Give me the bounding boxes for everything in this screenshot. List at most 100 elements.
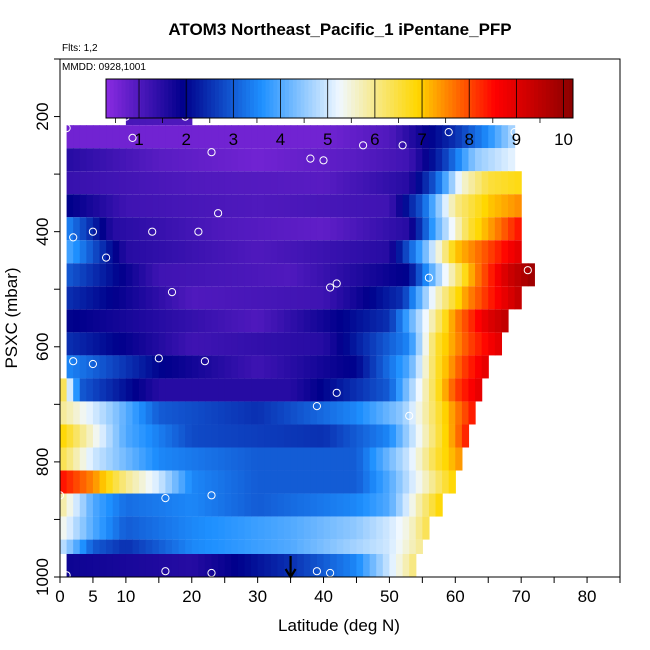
heatmap-cell: [251, 553, 259, 577]
heatmap-cell: [92, 493, 101, 517]
heatmap-cell: [501, 125, 509, 149]
heatmap-cell: [165, 286, 173, 310]
heatmap-cell: [211, 516, 219, 540]
heatmap-cell: [343, 148, 351, 172]
heatmap-cell: [389, 424, 397, 448]
heatmap-cell: [343, 447, 351, 471]
heatmap-cell: [277, 516, 285, 540]
heatmap-cell: [92, 332, 101, 356]
heatmap-cell: [363, 493, 371, 517]
heatmap-cell: [244, 378, 252, 402]
heatmap-cell: [481, 125, 489, 149]
heatmap-cell: [73, 493, 81, 517]
heatmap-cell: [60, 470, 68, 494]
heatmap-cell: [409, 332, 417, 356]
heatmap-cell: [178, 286, 186, 310]
heatmap-row: [66, 553, 417, 577]
heatmap-cell: [343, 539, 351, 554]
colorbar-segment: [207, 79, 212, 118]
heatmap-cell: [231, 447, 239, 471]
heatmap-cell: [323, 309, 331, 333]
heatmap-cell: [284, 493, 292, 517]
heatmap-cell: [237, 217, 246, 241]
heatmap-cell: [73, 516, 81, 540]
heatmap-cell: [514, 240, 522, 264]
heatmap-cell: [382, 148, 391, 172]
heatmap-cell: [224, 240, 232, 264]
heatmap-cell: [303, 539, 311, 554]
heatmap-cell: [178, 539, 186, 554]
heatmap-cell: [422, 493, 430, 517]
heatmap-cell: [178, 240, 186, 264]
heatmap-cell: [244, 553, 252, 577]
heatmap-cell: [323, 516, 331, 540]
heatmap-cell: [106, 194, 114, 218]
heatmap-cell: [172, 309, 180, 333]
y-axis-label: PSXC (mbar): [2, 267, 21, 368]
colorbar-segment: [386, 79, 391, 118]
heatmap-cell: [316, 240, 325, 264]
heatmap-cell: [185, 553, 193, 577]
heatmap-cell: [448, 217, 456, 241]
heatmap-cell: [185, 355, 193, 379]
heatmap-cell: [494, 286, 503, 310]
heatmap-cell: [316, 401, 325, 425]
heatmap-cell: [158, 125, 167, 149]
heatmap-cell: [224, 148, 232, 172]
heatmap-cell: [455, 240, 463, 264]
heatmap-cell: [178, 355, 186, 379]
heatmap-cell: [415, 401, 423, 425]
heatmap-cell: [125, 401, 134, 425]
heatmap-cell: [244, 447, 252, 471]
sample-point: [167, 288, 177, 297]
heatmap-cell: [218, 217, 226, 241]
heatmap-cell: [112, 240, 120, 264]
heatmap-cell: [356, 171, 364, 195]
heatmap-cell: [356, 539, 364, 554]
heatmap-cell: [396, 217, 404, 241]
colorbar-segment: [141, 79, 146, 118]
heatmap-cell: [152, 355, 160, 379]
heatmap-cell: [73, 401, 81, 425]
heatmap-cell: [290, 217, 298, 241]
heatmap-cell: [86, 401, 94, 425]
heatmap-cell: [112, 286, 120, 310]
heatmap-cell: [481, 171, 489, 195]
sample-point: [128, 133, 137, 142]
heatmap-cell: [336, 539, 344, 554]
heatmap-cell: [172, 286, 180, 310]
heatmap-cell: [277, 378, 285, 402]
heatmap-cell: [336, 401, 344, 425]
heatmap-cell: [488, 332, 496, 356]
heatmap-cell: [178, 424, 186, 448]
heatmap-cell: [428, 286, 437, 310]
heatmap-cell: [244, 148, 252, 172]
heatmap-cell: [290, 447, 298, 471]
heatmap-cell: [336, 493, 344, 517]
heatmap-cell: [86, 263, 94, 287]
heatmap-cell: [198, 148, 206, 172]
heatmap-cell: [330, 401, 338, 425]
heatmap-cell: [369, 240, 377, 264]
heatmap-cell: [158, 378, 167, 402]
heatmap-cell: [442, 148, 450, 172]
heatmap-cell: [66, 194, 74, 218]
sample-point: [200, 357, 209, 366]
heatmap-cell: [204, 378, 213, 402]
heatmap-cell: [152, 194, 160, 218]
heatmap-cell: [310, 309, 318, 333]
heatmap-cell: [316, 148, 325, 172]
heatmap-cell: [468, 148, 476, 172]
heatmap-cell: [86, 355, 94, 379]
heatmap-cell: [165, 148, 173, 172]
heatmap-cell: [244, 470, 252, 494]
colorbar-segment: [195, 79, 200, 118]
heatmap-cell: [218, 516, 226, 540]
heatmap-cell: [277, 286, 285, 310]
heatmap-cell: [501, 194, 509, 218]
heatmap-cell: [310, 217, 318, 241]
heatmap-cell: [237, 401, 246, 425]
heatmap-cell: [284, 217, 292, 241]
heatmap-cell: [363, 424, 371, 448]
colorbar-segment: [327, 79, 333, 118]
